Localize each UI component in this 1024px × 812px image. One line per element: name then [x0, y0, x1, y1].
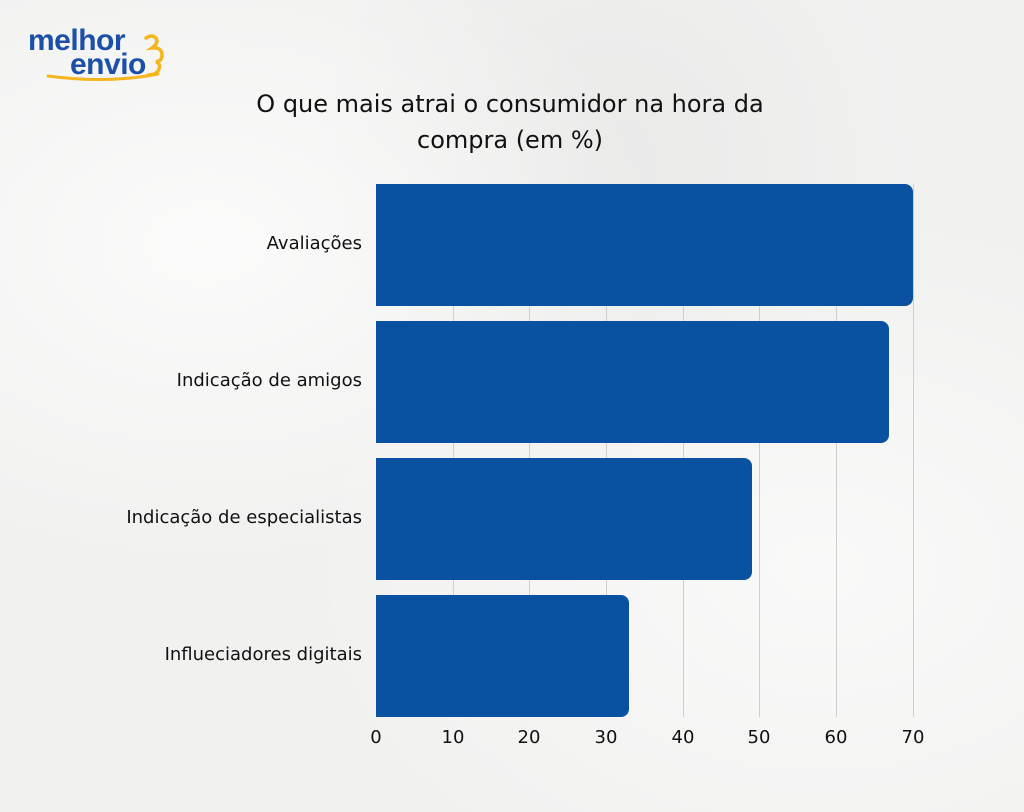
- chart-title: O que mais atrai o consumidor na hora da…: [200, 86, 820, 158]
- bar-indicacao-amigos: [376, 321, 889, 443]
- gridline-60: [836, 184, 837, 717]
- x-tick-label: 60: [824, 727, 848, 748]
- gridline-30: [606, 184, 607, 717]
- x-tick-label: 0: [370, 727, 382, 748]
- logo-text-envio: envio: [70, 48, 146, 81]
- category-label: Indicação de especialistas: [126, 507, 362, 528]
- gridline-40: [683, 184, 684, 717]
- gridline-50: [759, 184, 760, 717]
- gridline-70: [913, 184, 914, 717]
- category-label: Indicação de amigos: [176, 370, 362, 391]
- x-tick-label: 10: [441, 727, 465, 748]
- gridline-20: [529, 184, 530, 717]
- x-tick-label: 50: [747, 727, 771, 748]
- bar-avaliacoes: [376, 184, 913, 306]
- logo-text-melhor: melhor: [28, 24, 126, 57]
- chart-title-line-2: compra (em %): [417, 126, 603, 154]
- melhor-envio-logo: melhor envio: [28, 24, 178, 84]
- bar-influenciadores-digitais: [376, 595, 629, 717]
- category-label: Influeciadores digitais: [164, 644, 362, 665]
- gridline-10: [453, 184, 454, 717]
- x-tick-label: 40: [671, 727, 695, 748]
- chart-title-line-1: O que mais atrai o consumidor na hora da: [256, 90, 764, 118]
- category-label: Avaliações: [266, 233, 362, 254]
- thumbs-up-swoosh-icon: [46, 34, 164, 82]
- x-tick-label: 70: [901, 727, 925, 748]
- bar-indicacao-especialistas: [376, 458, 752, 580]
- x-tick-label: 30: [594, 727, 618, 748]
- x-tick-label: 20: [517, 727, 541, 748]
